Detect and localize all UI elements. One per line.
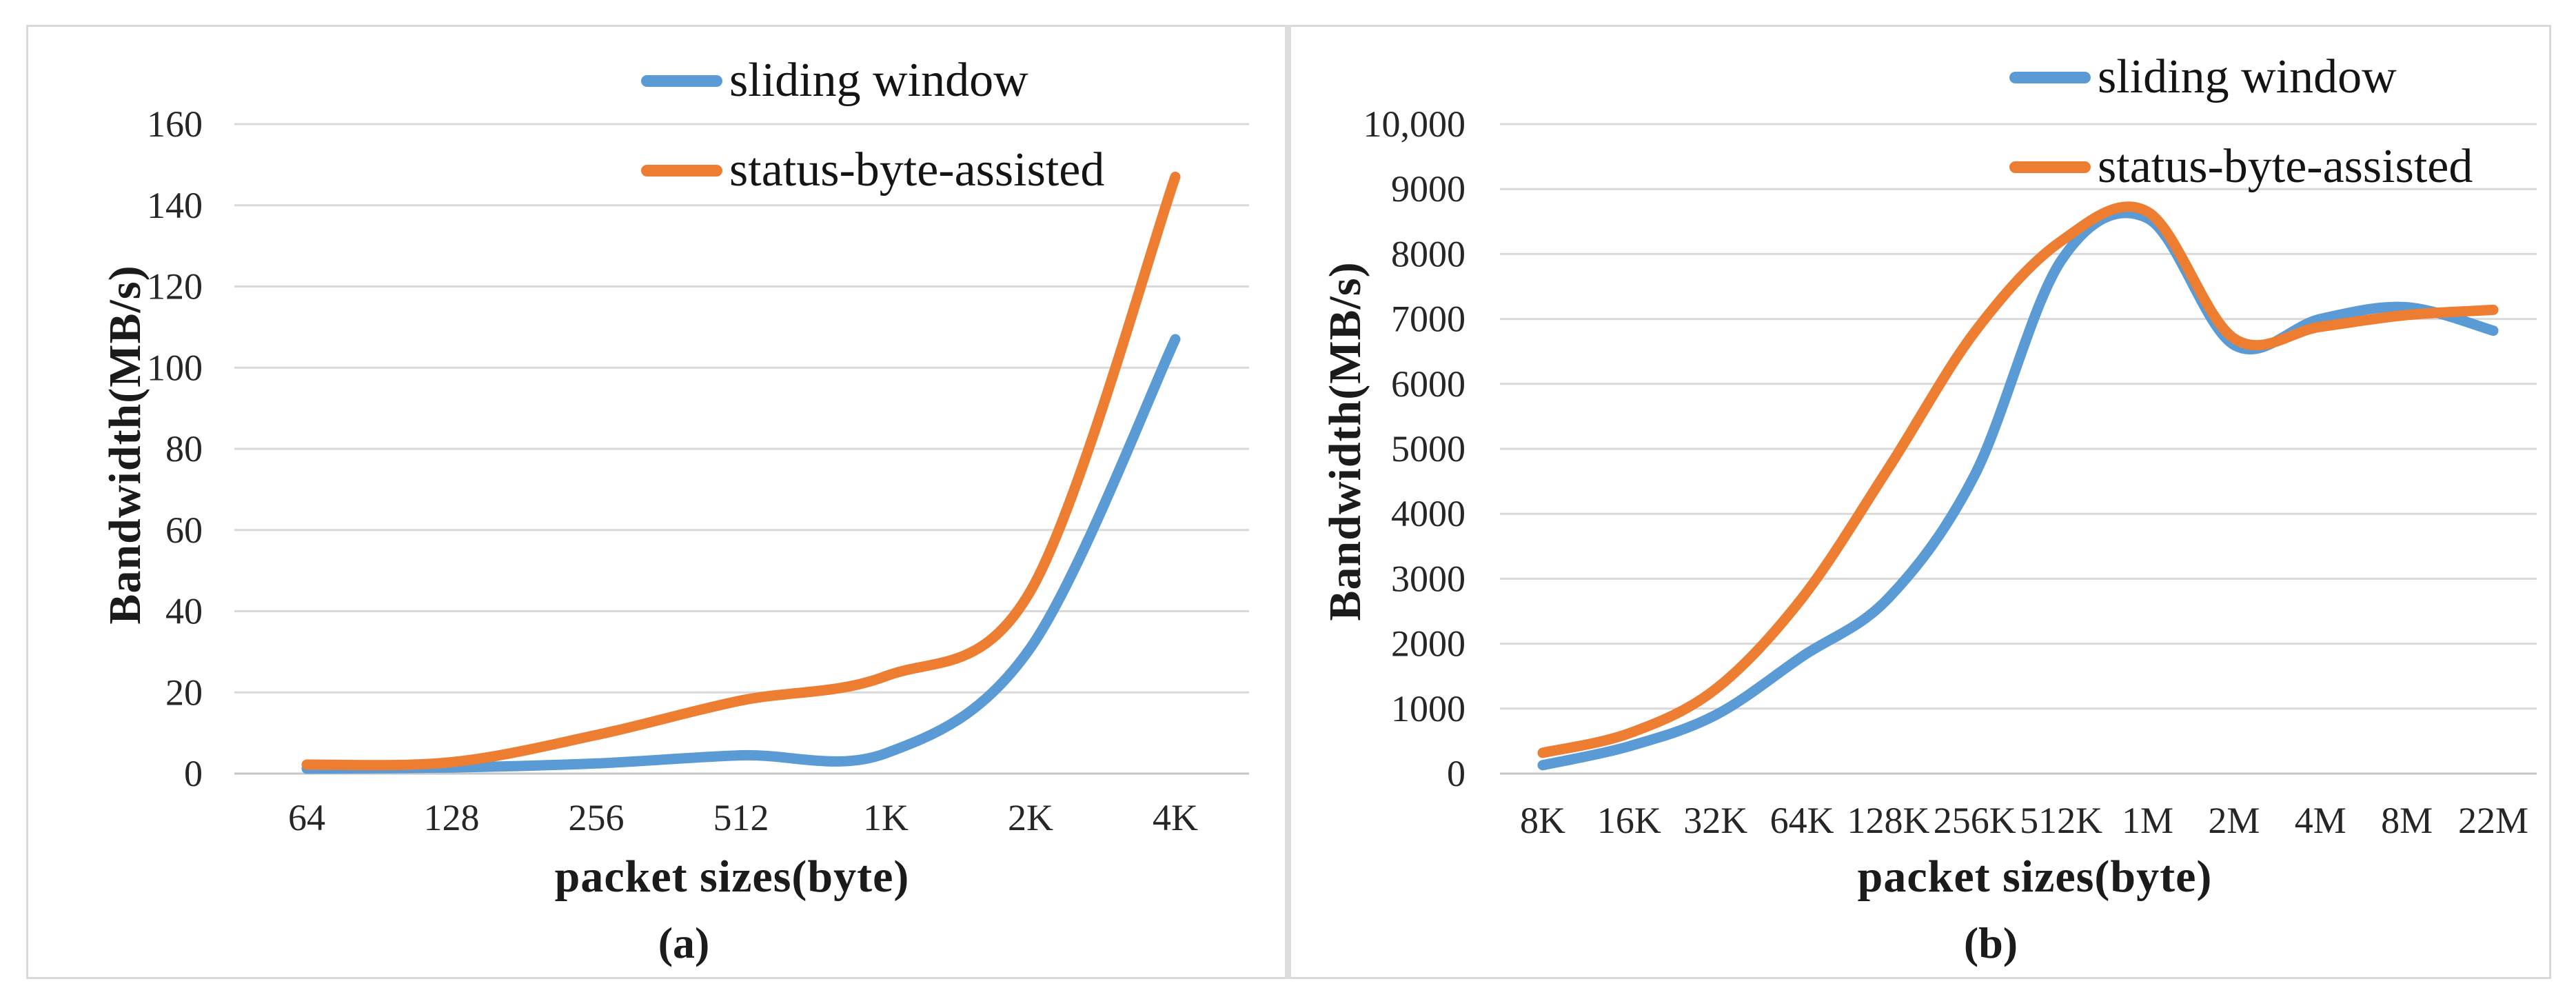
chart-a-series-line-sliding-window xyxy=(301,334,1181,774)
chart-b-x-tick-label: 8M xyxy=(2381,800,2433,841)
legend-item-sliding-window: sliding window xyxy=(641,57,1104,105)
chart-a-x-tick-label: 256 xyxy=(569,797,625,838)
legend-label-sliding-window: sliding window xyxy=(2098,50,2397,103)
chart-b-x-tick-label: 22M xyxy=(2458,800,2528,841)
chart-b-x-tick-label: 2M xyxy=(2208,800,2260,841)
chart-b-x-tick-label: 32K xyxy=(1683,800,1747,841)
chart-a-series-line-status-byte-assisted xyxy=(301,172,1181,771)
chart-a-caption: (a) xyxy=(658,918,710,967)
panel-divider xyxy=(1285,25,1291,979)
legend-label-status-byte-assisted: status-byte-assisted xyxy=(2098,140,2473,193)
chart-b-x-tick-label: 512K xyxy=(2020,800,2102,841)
legend-item-status-byte-assisted: status-byte-assisted xyxy=(641,146,1104,194)
legend-item-status-byte-assisted: status-byte-assisted xyxy=(2009,143,2473,191)
chart-b-x-tick-label: 1M xyxy=(2122,800,2173,841)
chart-b-y-tick-label: 10,000 xyxy=(1363,103,1466,145)
chart-b-x-tick-label: 128K xyxy=(1847,800,1929,841)
chart-b-y-tick-label: 8000 xyxy=(1391,233,1466,274)
chart-b-x-tick-label: 256K xyxy=(1934,800,2016,841)
chart-b-y-tick-label: 3000 xyxy=(1391,558,1466,599)
chart-a-x-tick-label: 64 xyxy=(288,797,325,838)
chart-a-y-tick-label: 160 xyxy=(147,103,203,145)
chart-b-y-axis-title: Bandwidth(MB/s) xyxy=(1320,261,1370,621)
legend-swatch-status-byte-assisted xyxy=(641,164,722,177)
chart-a-x-tick-label: 128 xyxy=(424,797,480,838)
chart-a-x-tick-label: 2K xyxy=(1008,797,1053,838)
legend-item-sliding-window: sliding window xyxy=(2009,53,2473,101)
chart-a-x-axis-title: packet sizes(byte) xyxy=(554,851,910,902)
chart-b-y-tick-label: 7000 xyxy=(1391,299,1466,340)
chart-a-x-tick-label: 512 xyxy=(713,797,769,838)
legend-label-sliding-window: sliding window xyxy=(729,54,1028,107)
chart-b-legend: sliding window status-byte-assisted xyxy=(2009,53,2473,191)
chart-a-y-tick-label: 140 xyxy=(147,185,203,226)
chart-a-y-tick-label: 40 xyxy=(165,591,203,632)
chart-a-x-tick-label: 4K xyxy=(1153,797,1198,838)
chart-b-y-tick-label: 9000 xyxy=(1391,168,1466,210)
chart-b-x-tick-label: 64K xyxy=(1770,800,1834,841)
chart-a-y-tick-label: 0 xyxy=(184,753,203,794)
chart-b-y-tick-label: 0 xyxy=(1447,753,1466,794)
chart-b-series-line-status-byte-assisted xyxy=(1537,201,2499,758)
legend-swatch-sliding-window xyxy=(641,74,722,87)
chart-b-y-tick-label: 2000 xyxy=(1391,623,1466,665)
legend-swatch-sliding-window xyxy=(2009,71,2091,83)
legend-label-status-byte-assisted: status-byte-assisted xyxy=(729,143,1105,196)
chart-a-y-tick-label: 20 xyxy=(165,672,203,713)
chart-b-y-tick-label: 6000 xyxy=(1391,363,1466,405)
chart-a-y-tick-label: 100 xyxy=(147,347,203,388)
chart-a-y-tick-label: 80 xyxy=(165,428,203,470)
chart-a-x-tick-label: 1K xyxy=(863,797,909,838)
legend-swatch-status-byte-assisted xyxy=(2009,161,2091,173)
chart-a-legend: sliding window status-byte-assisted xyxy=(641,57,1104,194)
chart-a-y-tick-label: 60 xyxy=(165,510,203,551)
chart-b-x-axis-title: packet sizes(byte) xyxy=(1857,851,2213,902)
chart-b-y-tick-label: 4000 xyxy=(1391,493,1466,534)
chart-b-x-tick-label: 4M xyxy=(2295,800,2346,841)
chart-b-y-tick-label: 1000 xyxy=(1391,688,1466,729)
chart-b-x-tick-label: 16K xyxy=(1597,800,1661,841)
chart-a-y-axis-title: Bandwidth(MB/s) xyxy=(100,265,150,625)
chart-b-caption: (b) xyxy=(1963,918,2018,967)
chart-b-x-tick-label: 8K xyxy=(1520,800,1565,841)
chart-a-y-tick-label: 120 xyxy=(147,266,203,308)
chart-b-series-line-sliding-window xyxy=(1537,208,2499,771)
chart-b-y-tick-label: 5000 xyxy=(1391,428,1466,470)
